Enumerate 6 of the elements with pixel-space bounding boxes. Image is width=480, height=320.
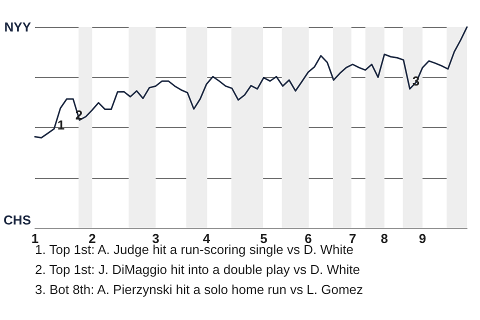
- text: 2. Top 1st: J. DiMaggio hit into a double play vs D. White: [35, 262, 360, 277]
- x-tick-label: 8: [380, 231, 388, 246]
- text: CHS: [4, 212, 32, 228]
- text: 3. Bot 8th: A. Pierzynski hit a solo home run vs L. Gomez: [35, 282, 364, 297]
- x-tick-label: 9: [418, 231, 426, 246]
- text: NYY: [4, 20, 32, 34]
